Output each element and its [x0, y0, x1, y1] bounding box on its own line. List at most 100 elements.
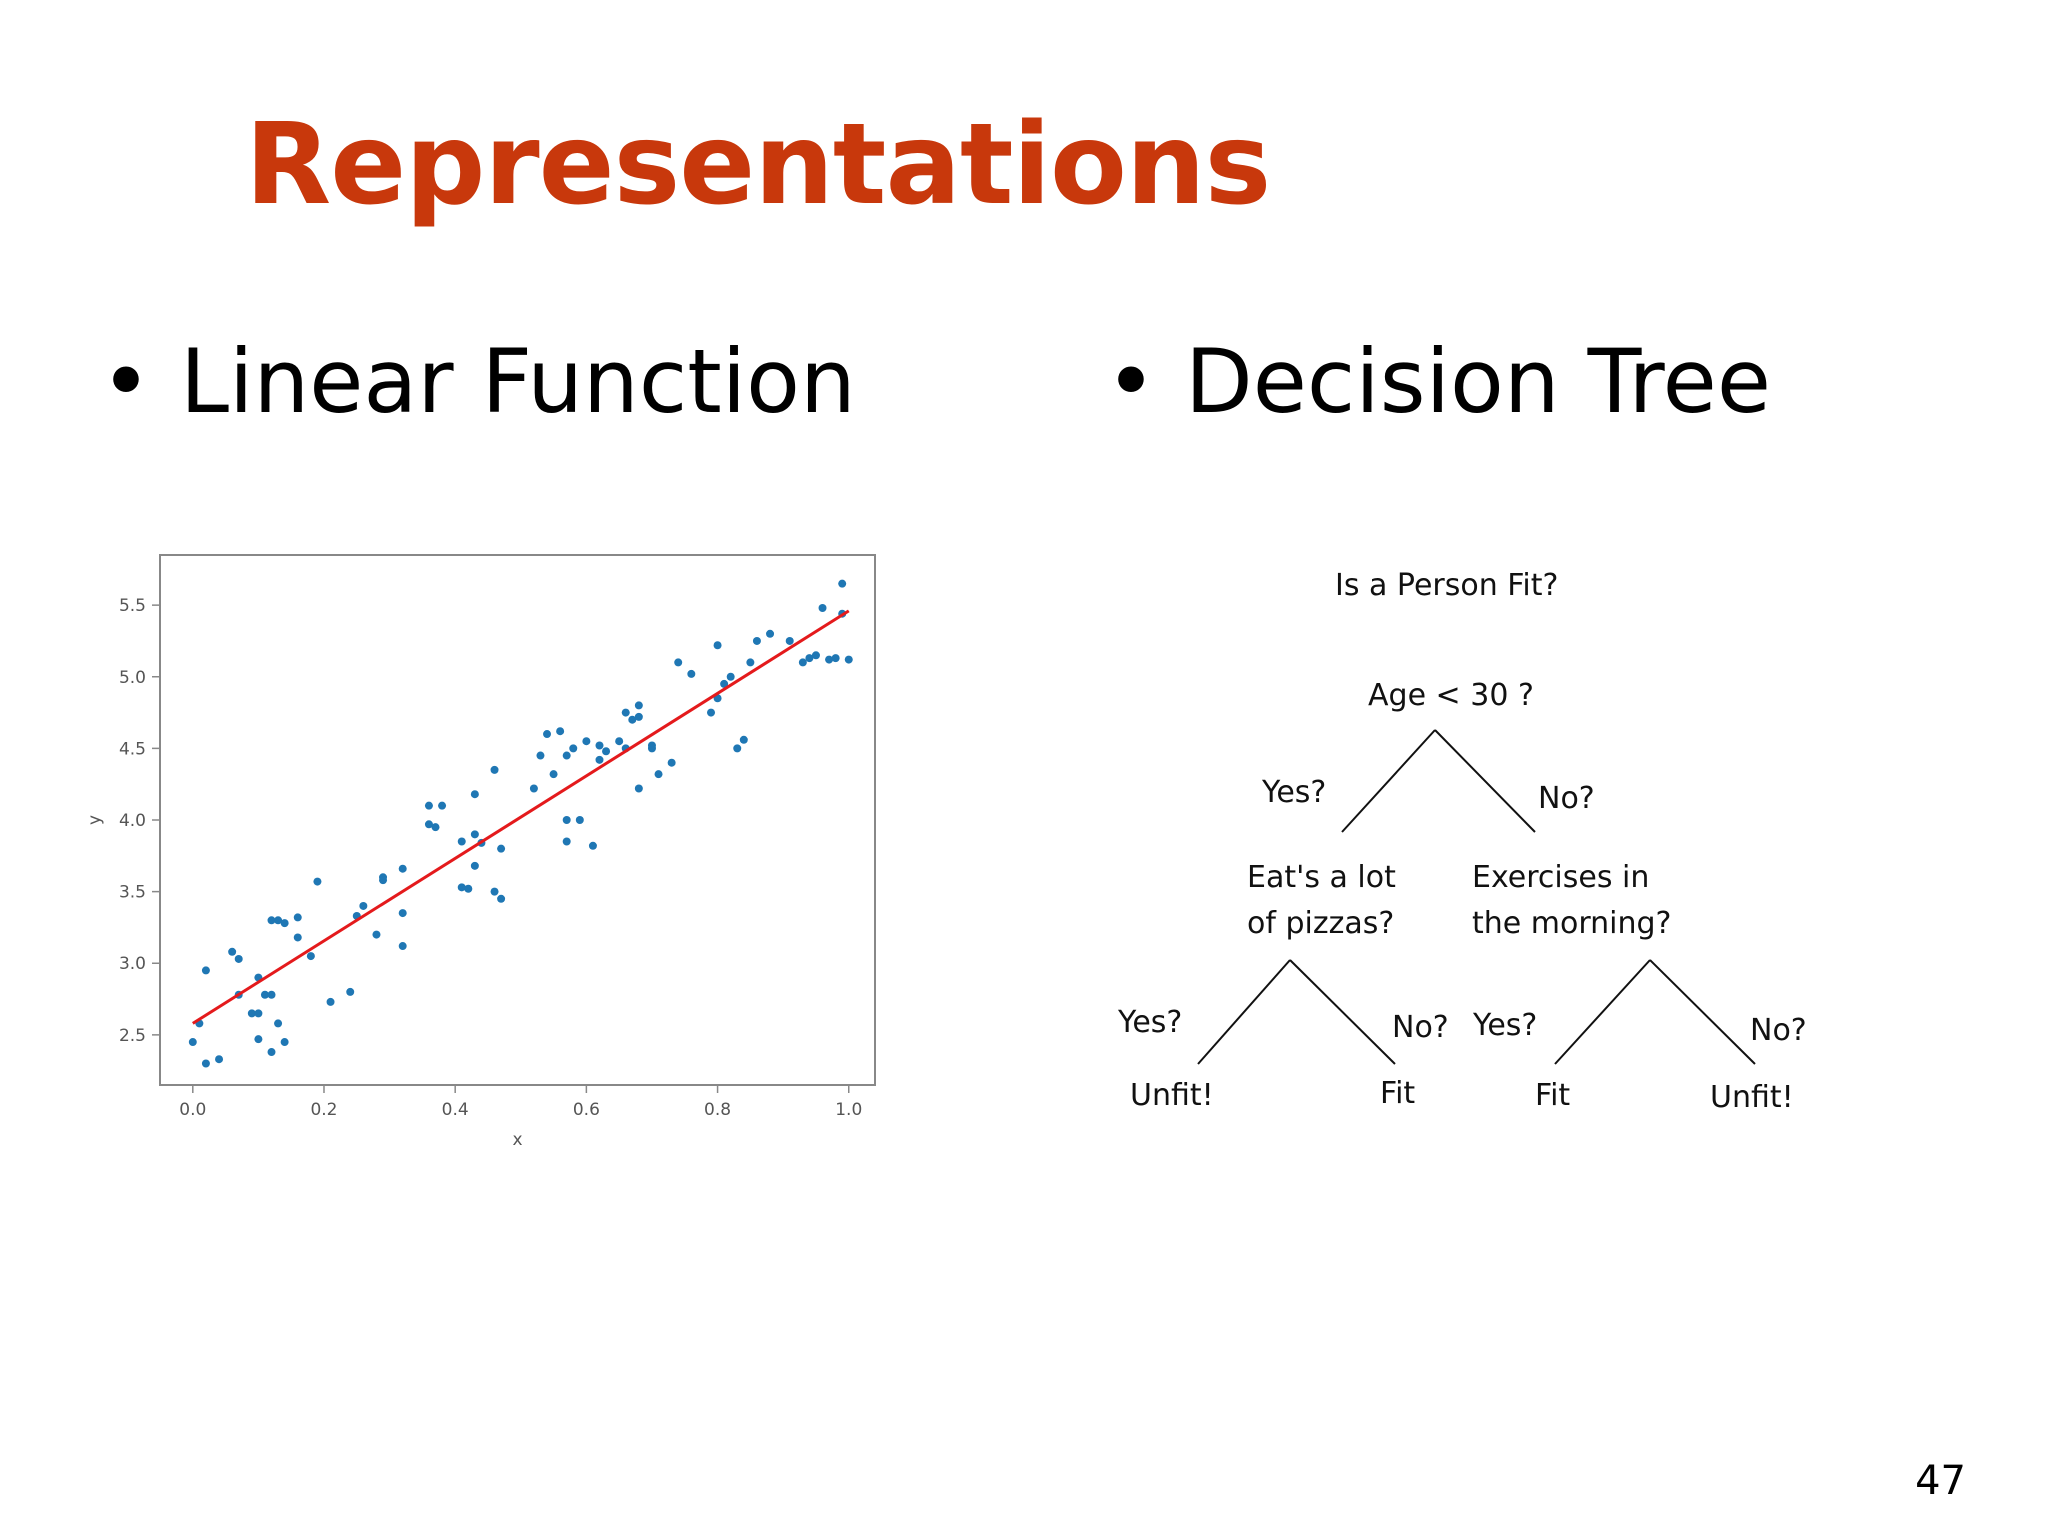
- y-tick-label-2: 3.5: [119, 883, 146, 903]
- x-tick-label-1: 0.2: [310, 1100, 337, 1120]
- edge-left-right: [1289, 959, 1396, 1065]
- edge-label-root-no: No?: [1538, 781, 1595, 816]
- data-point-87: [785, 636, 794, 645]
- leaf-unfit-left: Unfit!: [1130, 1078, 1214, 1113]
- data-point-8: [247, 1009, 256, 1018]
- fit-line: [191, 609, 850, 1025]
- y-tick-label-0: 2.5: [119, 1026, 146, 1046]
- data-point-61: [595, 741, 604, 750]
- data-point-45: [490, 887, 499, 896]
- data-point-93: [831, 654, 840, 663]
- data-point-3: [201, 966, 210, 975]
- data-point-35: [424, 801, 433, 810]
- data-point-25: [346, 987, 355, 996]
- data-point-4: [215, 1055, 224, 1064]
- data-point-64: [615, 737, 624, 746]
- data-point-38: [457, 837, 466, 846]
- data-point-60: [588, 841, 597, 850]
- data-point-18: [280, 919, 289, 928]
- data-point-22: [306, 952, 315, 961]
- data-point-23: [313, 877, 322, 886]
- data-point-96: [844, 655, 853, 664]
- data-point-72: [647, 744, 656, 753]
- data-point-37: [438, 801, 447, 810]
- x-tick-label-2: 0.4: [442, 1100, 469, 1120]
- x-tick-label-0: 0.0: [179, 1100, 206, 1120]
- data-point-51: [543, 730, 552, 739]
- data-point-85: [752, 636, 761, 645]
- data-point-21: [293, 933, 302, 942]
- data-point-46: [490, 765, 499, 774]
- data-point-31: [398, 864, 407, 873]
- data-point-75: [674, 658, 683, 667]
- bullet-dot: •: [1105, 330, 1157, 433]
- data-point-83: [739, 735, 748, 744]
- data-point-41: [470, 790, 479, 799]
- data-point-69: [634, 712, 643, 721]
- data-point-15: [267, 990, 276, 999]
- data-point-91: [818, 604, 827, 612]
- edge-label-left-no: No?: [1392, 1010, 1449, 1045]
- data-point-52: [549, 770, 558, 779]
- page-number: 47: [1915, 1458, 1966, 1504]
- data-point-81: [726, 672, 735, 681]
- data-point-90: [811, 651, 820, 660]
- y-tick-label-5: 5.0: [119, 668, 146, 688]
- data-point-89: [805, 654, 814, 663]
- data-point-59: [582, 737, 591, 746]
- data-point-58: [575, 816, 584, 824]
- edge-left-left: [1197, 959, 1291, 1065]
- data-point-27: [359, 901, 368, 910]
- data-point-70: [634, 784, 643, 793]
- data-point-7: [234, 954, 243, 963]
- data-point-50: [536, 751, 545, 760]
- decision-tree-diagram: Is a Person Fit? Age < 30 ? Yes? No? Eat…: [1117, 568, 1807, 1115]
- data-point-84: [746, 658, 755, 667]
- data-point-12: [260, 990, 269, 999]
- data-point-53: [556, 727, 565, 736]
- data-point-16: [274, 916, 283, 925]
- leaf-unfit-right: Unfit!: [1710, 1080, 1794, 1115]
- data-point-80: [720, 679, 729, 688]
- data-point-67: [628, 715, 637, 724]
- data-point-92: [825, 655, 834, 664]
- data-point-43: [470, 861, 479, 870]
- edge-label-root-yes: Yes?: [1261, 775, 1326, 810]
- bullet-decision-tree: • Decision Tree: [1105, 330, 1771, 433]
- data-point-0: [188, 1038, 197, 1047]
- data-point-32: [398, 909, 407, 918]
- y-tick-label-4: 4.5: [119, 739, 146, 759]
- data-point-13: [267, 1048, 276, 1057]
- bullet-dot: •: [100, 330, 152, 433]
- data-point-49: [529, 784, 538, 793]
- y-tick-label-6: 5.5: [119, 596, 146, 616]
- x-axis-label: x: [512, 1130, 522, 1150]
- edge-label-left-yes: Yes?: [1117, 1005, 1182, 1040]
- data-point-19: [280, 1038, 289, 1047]
- x-tick-label-3: 0.6: [573, 1100, 600, 1120]
- data-point-66: [621, 708, 630, 717]
- edge-right-left: [1554, 959, 1651, 1065]
- data-point-79: [713, 641, 722, 650]
- data-point-5: [228, 947, 237, 956]
- data-point-40: [464, 884, 473, 893]
- y-tick-label-1: 3.0: [119, 954, 146, 974]
- data-point-34: [424, 820, 433, 829]
- data-point-76: [687, 669, 696, 678]
- edge-root-left: [1341, 729, 1436, 833]
- data-point-39: [457, 883, 466, 892]
- edge-label-right-no: No?: [1750, 1013, 1807, 1048]
- data-point-20: [293, 913, 302, 922]
- bullet-linear-function: • Linear Function: [100, 330, 856, 433]
- y-tick-label-3: 4.0: [119, 811, 146, 831]
- data-point-62: [595, 755, 604, 764]
- y-axis-label: y: [85, 815, 105, 825]
- tree-title: Is a Person Fit?: [1335, 568, 1558, 603]
- data-point-86: [766, 629, 775, 638]
- data-point-17: [274, 1019, 283, 1028]
- data-point-33: [398, 942, 407, 951]
- data-point-24: [326, 997, 335, 1006]
- left-node-line-2: of pizzas?: [1247, 906, 1394, 941]
- slide-title: Representations: [245, 100, 1271, 230]
- data-point-57: [569, 744, 578, 753]
